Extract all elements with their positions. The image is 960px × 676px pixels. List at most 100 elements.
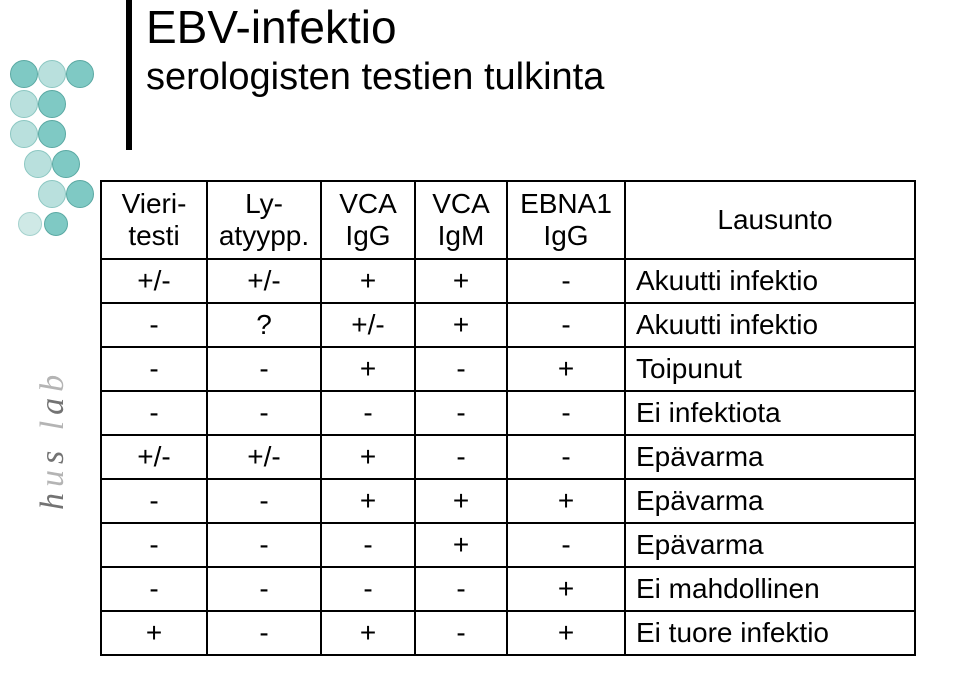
cell-value: - bbox=[207, 567, 321, 611]
cell-value: +/- bbox=[207, 435, 321, 479]
cell-value: +/- bbox=[101, 259, 207, 303]
header-line: atyypp. bbox=[219, 220, 309, 251]
cell-value: +/- bbox=[207, 259, 321, 303]
cell-value: + bbox=[507, 347, 625, 391]
cell-value: - bbox=[101, 347, 207, 391]
header-line: Ly- bbox=[245, 188, 283, 219]
cell-value: - bbox=[321, 567, 415, 611]
header-line: VCA bbox=[432, 188, 490, 219]
logo-bead bbox=[10, 120, 38, 148]
cell-value: - bbox=[415, 347, 507, 391]
col-header-vca-igg: VCA IgG bbox=[321, 181, 415, 259]
logo-bead bbox=[38, 90, 66, 118]
cell-value: - bbox=[321, 523, 415, 567]
cell-value: - bbox=[321, 391, 415, 435]
cell-lausunto: Epävarma bbox=[625, 523, 915, 567]
heading-block: EBV-infektio serologisten testien tulkin… bbox=[146, 0, 604, 99]
cell-value: + bbox=[415, 523, 507, 567]
col-header-lyatyypp: Ly- atyypp. bbox=[207, 181, 321, 259]
logo-bead bbox=[52, 150, 80, 178]
logo-bead bbox=[44, 212, 68, 236]
cell-value: + bbox=[415, 479, 507, 523]
table-header-row: Vieri- testi Ly- atyypp. VCA IgG VCA IgM… bbox=[101, 181, 915, 259]
cell-value: - bbox=[101, 303, 207, 347]
cell-value: ? bbox=[207, 303, 321, 347]
header-line: VCA bbox=[339, 188, 397, 219]
cell-value: - bbox=[101, 567, 207, 611]
logo-bead bbox=[10, 60, 38, 88]
cell-value: - bbox=[101, 523, 207, 567]
header-line: testi bbox=[128, 220, 179, 251]
cell-lausunto: Akuutti infektio bbox=[625, 259, 915, 303]
cell-value: + bbox=[101, 611, 207, 655]
cell-lausunto: Ei mahdollinen bbox=[625, 567, 915, 611]
table-row: -?+/-+-Akuutti infektio bbox=[101, 303, 915, 347]
table-row: +-+-+Ei tuore infektio bbox=[101, 611, 915, 655]
cell-lausunto: Epävarma bbox=[625, 479, 915, 523]
logo-bead bbox=[66, 60, 94, 88]
brand-letter: h bbox=[34, 487, 71, 510]
brand-letter: l bbox=[34, 415, 71, 430]
cell-lausunto: Ei tuore infektio bbox=[625, 611, 915, 655]
cell-value: + bbox=[321, 479, 415, 523]
header-line: IgM bbox=[438, 220, 485, 251]
logo-bead bbox=[66, 180, 94, 208]
cell-value: - bbox=[207, 391, 321, 435]
table-body: +/-+/-++-Akuutti infektio-?+/-+-Akuutti … bbox=[101, 259, 915, 655]
brand-letter: s bbox=[34, 445, 71, 464]
cell-value: - bbox=[415, 435, 507, 479]
cell-value: - bbox=[101, 391, 207, 435]
cell-value: - bbox=[507, 391, 625, 435]
brand-letter: b bbox=[34, 369, 71, 392]
cell-lausunto: Toipunut bbox=[625, 347, 915, 391]
brand-logo: hus lab bbox=[0, 0, 95, 676]
brand-letter: u bbox=[34, 464, 71, 487]
header-line: IgG bbox=[345, 220, 390, 251]
table-row: +/-+/-++-Akuutti infektio bbox=[101, 259, 915, 303]
brand-wordmark: hus lab bbox=[34, 369, 72, 510]
serology-table: Vieri- testi Ly- atyypp. VCA IgG VCA IgM… bbox=[100, 180, 916, 656]
cell-value: + bbox=[415, 259, 507, 303]
cell-value: + bbox=[507, 611, 625, 655]
cell-value: - bbox=[207, 479, 321, 523]
logo-bead bbox=[38, 120, 66, 148]
cell-value: - bbox=[415, 391, 507, 435]
cell-value: +/- bbox=[101, 435, 207, 479]
header-line: IgG bbox=[543, 220, 588, 251]
col-header-vieritesti: Vieri- testi bbox=[101, 181, 207, 259]
col-header-ebna1-igg: EBNA1 IgG bbox=[507, 181, 625, 259]
brand-letter: a bbox=[34, 392, 71, 415]
main-content: EBV-infektio serologisten testien tulkin… bbox=[100, 0, 930, 656]
heading-rule bbox=[126, 0, 132, 150]
cell-value: + bbox=[507, 479, 625, 523]
header-line: EBNA1 bbox=[520, 188, 612, 219]
cell-value: - bbox=[507, 303, 625, 347]
logo-bead bbox=[18, 212, 42, 236]
page-title: EBV-infektio bbox=[146, 0, 604, 54]
table-row: +/-+/-+--Epävarma bbox=[101, 435, 915, 479]
table-row: ----+Ei mahdollinen bbox=[101, 567, 915, 611]
cell-value: - bbox=[207, 523, 321, 567]
cell-lausunto: Epävarma bbox=[625, 435, 915, 479]
header-line: Lausunto bbox=[717, 204, 832, 235]
table-row: ---+-Epävarma bbox=[101, 523, 915, 567]
logo-bead bbox=[38, 180, 66, 208]
cell-value: - bbox=[207, 347, 321, 391]
cell-value: - bbox=[507, 259, 625, 303]
cell-value: - bbox=[101, 479, 207, 523]
cell-value: - bbox=[507, 435, 625, 479]
cell-value: +/- bbox=[321, 303, 415, 347]
cell-lausunto: Ei infektiota bbox=[625, 391, 915, 435]
table-row: -----Ei infektiota bbox=[101, 391, 915, 435]
cell-value: - bbox=[415, 567, 507, 611]
cell-lausunto: Akuutti infektio bbox=[625, 303, 915, 347]
col-header-vca-igm: VCA IgM bbox=[415, 181, 507, 259]
cell-value: + bbox=[321, 347, 415, 391]
brand-letter bbox=[34, 430, 71, 445]
logo-bead bbox=[38, 60, 66, 88]
table-row: --+++Epävarma bbox=[101, 479, 915, 523]
cell-value: + bbox=[507, 567, 625, 611]
logo-bead bbox=[24, 150, 52, 178]
page-subtitle: serologisten testien tulkinta bbox=[146, 56, 604, 99]
cell-value: + bbox=[321, 259, 415, 303]
